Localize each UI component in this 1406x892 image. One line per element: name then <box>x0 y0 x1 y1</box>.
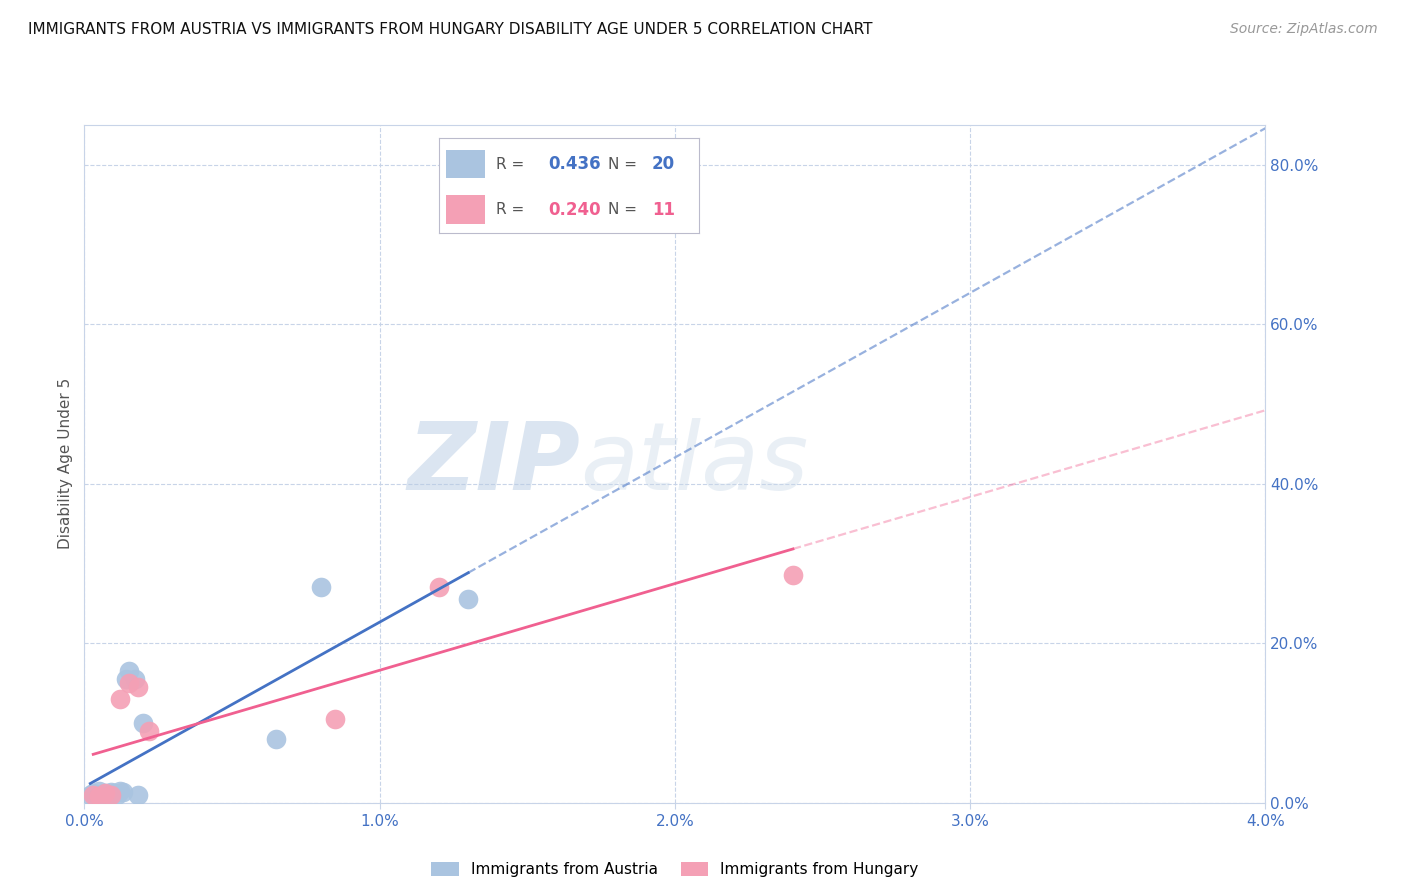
Point <box>82 786 104 800</box>
Point <box>97 789 120 804</box>
Legend: Immigrants from Austria, Immigrants from Hungary: Immigrants from Austria, Immigrants from… <box>425 856 925 883</box>
Point <box>108 784 131 798</box>
Point <box>89 784 111 798</box>
Point <box>138 724 160 739</box>
Point <box>79 788 101 802</box>
Point <box>323 712 347 726</box>
Point <box>114 672 136 686</box>
Point <box>264 731 288 746</box>
Point <box>100 788 122 802</box>
Point <box>427 581 450 595</box>
Point <box>118 664 141 678</box>
Point <box>105 788 128 802</box>
Point <box>118 676 141 690</box>
Point <box>108 692 131 706</box>
Y-axis label: Disability Age Under 5: Disability Age Under 5 <box>58 378 73 549</box>
Point <box>124 672 146 686</box>
Point <box>782 568 804 582</box>
Point <box>94 786 117 800</box>
Point <box>103 786 125 800</box>
Text: atlas: atlas <box>581 418 808 509</box>
Point <box>132 716 155 731</box>
Text: Source: ZipAtlas.com: Source: ZipAtlas.com <box>1230 22 1378 37</box>
Point <box>457 592 479 607</box>
Point <box>309 581 332 595</box>
Point <box>89 789 111 804</box>
Point <box>127 788 149 802</box>
Point <box>127 680 149 694</box>
Point <box>84 789 107 804</box>
Point <box>94 786 117 800</box>
Point <box>91 788 114 802</box>
Point <box>82 788 104 802</box>
Text: ZIP: ZIP <box>408 417 581 510</box>
Point <box>111 785 134 799</box>
Point <box>100 785 122 799</box>
Text: IMMIGRANTS FROM AUSTRIA VS IMMIGRANTS FROM HUNGARY DISABILITY AGE UNDER 5 CORREL: IMMIGRANTS FROM AUSTRIA VS IMMIGRANTS FR… <box>28 22 873 37</box>
